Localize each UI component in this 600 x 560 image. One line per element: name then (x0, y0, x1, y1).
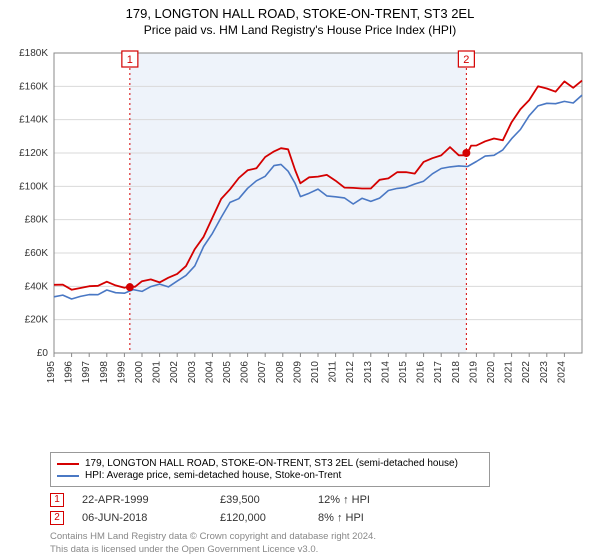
x-tick-label: 2017 (433, 361, 444, 383)
footnote: Contains HM Land Registry data © Crown c… (50, 531, 586, 556)
x-tick-label: 2004 (204, 361, 215, 383)
shaded-region (130, 53, 467, 353)
x-tick-label: 2023 (539, 361, 550, 383)
line-chart: £0 £20K £40K £60K £80K £100K £120K £140K £160K £1… (10, 43, 590, 383)
legend-row: HPI: Average price, semi-detached house,… (57, 470, 483, 481)
x-tick-label: 2001 (152, 361, 163, 383)
legend: 179, LONGTON HALL ROAD, STOKE-ON-TRENT, … (50, 452, 490, 487)
chart-title: 179, LONGTON HALL ROAD, STOKE-ON-TRENT, … (10, 6, 590, 21)
y-tick-label: £180K (19, 48, 48, 59)
legend-label: 179, LONGTON HALL ROAD, STOKE-ON-TRENT, … (85, 458, 458, 469)
x-tick-label: 1997 (81, 361, 92, 383)
x-tick-label: 1999 (116, 361, 127, 383)
legend-label: HPI: Average price, semi-detached house,… (85, 470, 341, 481)
y-tick-label: £40K (25, 281, 49, 292)
x-tick-label: 2014 (380, 361, 391, 383)
legend-swatch (57, 475, 79, 477)
x-tick-label: 2012 (345, 361, 356, 383)
sale-flag-number: 1 (127, 54, 133, 66)
x-tick-label: 2005 (222, 361, 233, 383)
y-tick-label: £0 (37, 348, 49, 359)
y-tick-label: £120K (19, 148, 48, 159)
title-block: 179, LONGTON HALL ROAD, STOKE-ON-TRENT, … (10, 6, 590, 37)
footnote-line: This data is licensed under the Open Gov… (50, 544, 586, 556)
sale-hpi-diff: 8% ↑ HPI (318, 512, 398, 524)
x-tick-label: 2021 (504, 361, 515, 383)
sale-hpi-diff: 12% ↑ HPI (318, 494, 398, 506)
legend-swatch (57, 463, 79, 465)
x-tick-label: 2000 (134, 361, 145, 383)
sale-date: 06-JUN-2018 (82, 512, 202, 524)
y-tick-label: £60K (25, 248, 49, 259)
x-tick-label: 1995 (46, 361, 57, 383)
y-tick-label: £140K (19, 115, 48, 126)
sale-row: 1 22-APR-1999 £39,500 12% ↑ HPI (50, 493, 586, 507)
x-tick-label: 2024 (556, 361, 567, 383)
y-tick-label: £20K (25, 315, 49, 326)
chart-area: £0 £20K £40K £60K £80K £100K £120K £140K £160K £1… (10, 43, 590, 446)
x-tick-label: 2019 (468, 361, 479, 383)
sale-price: £39,500 (220, 494, 300, 506)
chart-container: 179, LONGTON HALL ROAD, STOKE-ON-TRENT, … (0, 0, 600, 560)
x-tick-label: 2003 (187, 361, 198, 383)
x-tick-label: 1998 (99, 361, 110, 383)
x-tick-label: 2009 (292, 361, 303, 383)
x-tick-label: 2018 (451, 361, 462, 383)
sales-list: 1 22-APR-1999 £39,500 12% ↑ HPI 2 06-JUN-2018… (10, 489, 590, 525)
x-tick-label: 2002 (169, 361, 180, 383)
x-tick-label: 2007 (257, 361, 268, 383)
x-tick-label: 2010 (310, 361, 321, 383)
sale-marker-dot (126, 283, 134, 291)
x-tick-label: 2020 (486, 361, 497, 383)
x-tick-label: 2022 (521, 361, 532, 383)
footnote-line: Contains HM Land Registry data © Crown c… (50, 531, 586, 543)
sale-marker-dot (462, 149, 470, 157)
sale-row-marker: 2 (50, 511, 64, 525)
x-tick-label: 2015 (398, 361, 409, 383)
x-tick-label: 1996 (64, 361, 75, 383)
sale-row-marker: 1 (50, 493, 64, 507)
chart-subtitle: Price paid vs. HM Land Registry's House … (10, 23, 590, 37)
sale-flag-number: 2 (463, 54, 469, 66)
x-tick-label: 2006 (240, 361, 251, 383)
x-tick-label: 2011 (328, 361, 339, 383)
sale-row: 2 06-JUN-2018 £120,000 8% ↑ HPI (50, 511, 586, 525)
sale-date: 22-APR-1999 (82, 494, 202, 506)
x-tick-label: 2008 (275, 361, 286, 383)
y-tick-label: £80K (25, 215, 49, 226)
legend-row: 179, LONGTON HALL ROAD, STOKE-ON-TRENT, … (57, 458, 483, 469)
sale-price: £120,000 (220, 512, 300, 524)
y-tick-label: £160K (19, 81, 48, 92)
y-tick-label: £100K (19, 181, 48, 192)
x-tick-label: 2013 (363, 361, 374, 383)
x-tick-label: 2016 (416, 361, 427, 383)
